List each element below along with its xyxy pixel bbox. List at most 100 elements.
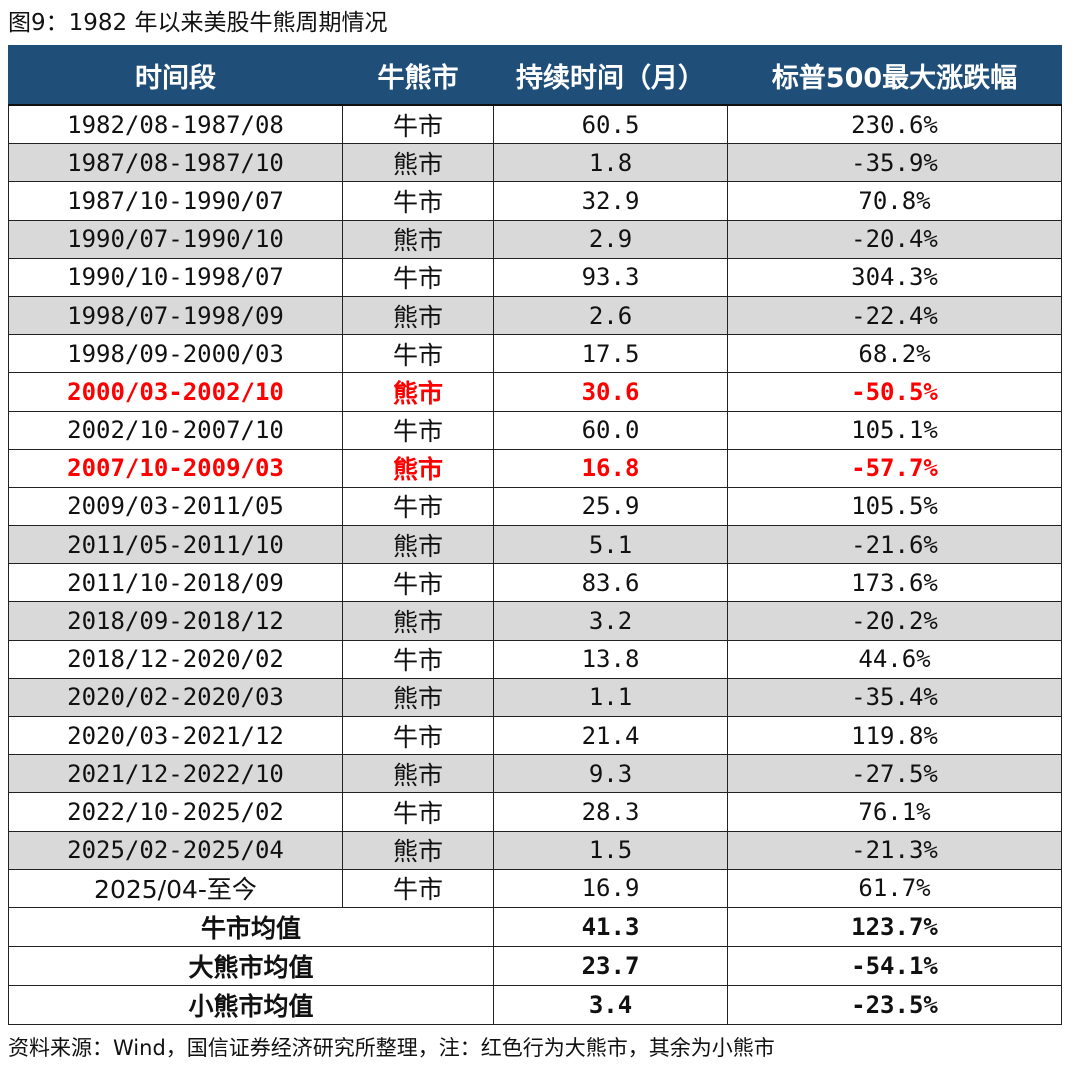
cell-period: 2025/04-至今 [8, 868, 343, 908]
cell-market-type: 牛市 [342, 486, 494, 527]
cell-max-change: -21.3% [727, 830, 1062, 870]
table-row: 2011/05-2011/10 熊市 5.1 -21.6% [8, 525, 1062, 565]
cell-period: 2009/03-2011/05 [8, 486, 343, 527]
cell-period: 1987/10-1990/07 [8, 181, 343, 221]
table-row-major-bear: 2000/03-2002/10 熊市 30.6 -50.5% [8, 372, 1062, 412]
cell-duration: 1.5 [493, 830, 728, 870]
cell-max-change: -22.4% [727, 295, 1062, 336]
header-duration: 持续时间（月） [493, 45, 728, 106]
cell-market-type: 熊市 [342, 372, 494, 412]
cell-period: 2018/09-2018/12 [8, 601, 343, 641]
table-row: 2018/12-2020/02 牛市 13.8 44.6% [8, 639, 1062, 679]
cell-period: 2000/03-2002/10 [8, 372, 343, 412]
summary-row-minor-bear-average: 小熊市均值 3.4 -23.5% [8, 984, 1062, 1025]
cell-max-change: -57.7% [727, 448, 1062, 488]
table-row: 2025/04-至今 牛市 16.9 61.7% [8, 868, 1062, 908]
summary-duration: 41.3 [493, 906, 728, 947]
cell-period: 1998/07-1998/09 [8, 295, 343, 336]
cell-max-change: 70.8% [727, 181, 1062, 221]
cell-period: 2002/10-2007/10 [8, 410, 343, 450]
cell-market-type: 熊市 [342, 830, 494, 870]
cell-duration: 9.3 [493, 754, 728, 794]
cell-duration: 60.5 [493, 104, 728, 145]
header-max-change: 标普500最大涨跌幅 [727, 45, 1062, 106]
cell-period: 1982/08-1987/08 [8, 104, 343, 145]
table-row: 2020/03-2021/12 牛市 21.4 119.8% [8, 715, 1062, 756]
cell-period: 2011/05-2011/10 [8, 525, 343, 565]
cell-duration: 1.1 [493, 677, 728, 718]
table-row: 2002/10-2007/10 牛市 60.0 105.1% [8, 410, 1062, 450]
cell-period: 2007/10-2009/03 [8, 448, 343, 488]
cell-market-type: 牛市 [342, 257, 494, 297]
figure-title: 图9：1982 年以来美股牛熊周期情况 [8, 10, 388, 36]
table-row: 1987/10-1990/07 牛市 32.9 70.8% [8, 181, 1062, 221]
table-row: 2020/02-2020/03 熊市 1.1 -35.4% [8, 677, 1062, 718]
cell-max-change: -27.5% [727, 754, 1062, 794]
cell-duration: 16.8 [493, 448, 728, 488]
cell-market-type: 牛市 [342, 334, 494, 374]
cell-duration: 1.8 [493, 143, 728, 183]
cell-market-type: 牛市 [342, 563, 494, 603]
summary-change: 123.7% [727, 906, 1062, 947]
cell-max-change: 173.6% [727, 563, 1062, 603]
cell-market-type: 熊市 [342, 525, 494, 565]
cell-max-change: 76.1% [727, 792, 1062, 832]
cell-max-change: -35.9% [727, 143, 1062, 183]
cell-market-type: 牛市 [342, 792, 494, 832]
table-row-major-bear: 2007/10-2009/03 熊市 16.8 -57.7% [8, 448, 1062, 488]
bull-bear-cycle-table-container: 时间段 牛熊市 持续时间（月） 标普500最大涨跌幅 1982/08-1987/… [8, 45, 1062, 1025]
cell-max-change: -35.4% [727, 677, 1062, 718]
cell-period: 2020/02-2020/03 [8, 677, 343, 718]
cell-max-change: 61.7% [727, 868, 1062, 908]
summary-label: 牛市均值 [8, 906, 494, 947]
summary-row-bull-average: 牛市均值 41.3 123.7% [8, 906, 1062, 947]
cell-max-change: -50.5% [727, 372, 1062, 412]
cell-duration: 2.9 [493, 219, 728, 259]
bull-bear-cycle-table: 时间段 牛熊市 持续时间（月） 标普500最大涨跌幅 1982/08-1987/… [8, 45, 1062, 1025]
cell-period: 2022/10-2025/02 [8, 792, 343, 832]
cell-duration: 5.1 [493, 525, 728, 565]
cell-max-change: -20.4% [727, 219, 1062, 259]
cell-duration: 21.4 [493, 715, 728, 756]
cell-market-type: 熊市 [342, 677, 494, 718]
summary-duration: 23.7 [493, 945, 728, 986]
source-note: 资料来源：Wind，国信证券经济研究所整理，注：红色行为大熊市，其余为小熊市 [8, 1036, 775, 1060]
cell-market-type: 熊市 [342, 219, 494, 259]
cell-market-type: 牛市 [342, 181, 494, 221]
cell-period: 2025/02-2025/04 [8, 830, 343, 870]
table-row: 1998/07-1998/09 熊市 2.6 -22.4% [8, 295, 1062, 336]
summary-label: 大熊市均值 [8, 945, 494, 986]
cell-max-change: -21.6% [727, 525, 1062, 565]
table-row: 2022/10-2025/02 牛市 28.3 76.1% [8, 792, 1062, 832]
summary-label: 小熊市均值 [8, 984, 494, 1025]
cell-market-type: 熊市 [342, 754, 494, 794]
table-row: 2021/12-2022/10 熊市 9.3 -27.5% [8, 754, 1062, 794]
cell-duration: 30.6 [493, 372, 728, 412]
cell-period: 1998/09-2000/03 [8, 334, 343, 374]
table-row: 1982/08-1987/08 牛市 60.5 230.6% [8, 104, 1062, 145]
cell-duration: 13.8 [493, 639, 728, 679]
table-row: 2011/10-2018/09 牛市 83.6 173.6% [8, 563, 1062, 603]
cell-period: 2021/12-2022/10 [8, 754, 343, 794]
summary-change: -54.1% [727, 945, 1062, 986]
cell-duration: 60.0 [493, 410, 728, 450]
cell-duration: 2.6 [493, 295, 728, 336]
table-row: 1990/10-1998/07 牛市 93.3 304.3% [8, 257, 1062, 297]
cell-duration: 16.9 [493, 868, 728, 908]
cell-market-type: 牛市 [342, 410, 494, 450]
cell-max-change: 230.6% [727, 104, 1062, 145]
cell-period: 2018/12-2020/02 [8, 639, 343, 679]
table-row: 1998/09-2000/03 牛市 17.5 68.2% [8, 334, 1062, 374]
table-row: 2018/09-2018/12 熊市 3.2 -20.2% [8, 601, 1062, 641]
cell-max-change: 105.1% [727, 410, 1062, 450]
table-row: 2025/02-2025/04 熊市 1.5 -21.3% [8, 830, 1062, 870]
cell-market-type: 牛市 [342, 104, 494, 145]
cell-duration: 28.3 [493, 792, 728, 832]
cell-period: 1990/07-1990/10 [8, 219, 343, 259]
cell-market-type: 熊市 [342, 601, 494, 641]
cell-period: 1990/10-1998/07 [8, 257, 343, 297]
cell-max-change: 105.5% [727, 486, 1062, 527]
table-row: 1990/07-1990/10 熊市 2.9 -20.4% [8, 219, 1062, 259]
cell-market-type: 牛市 [342, 639, 494, 679]
cell-market-type: 牛市 [342, 868, 494, 908]
